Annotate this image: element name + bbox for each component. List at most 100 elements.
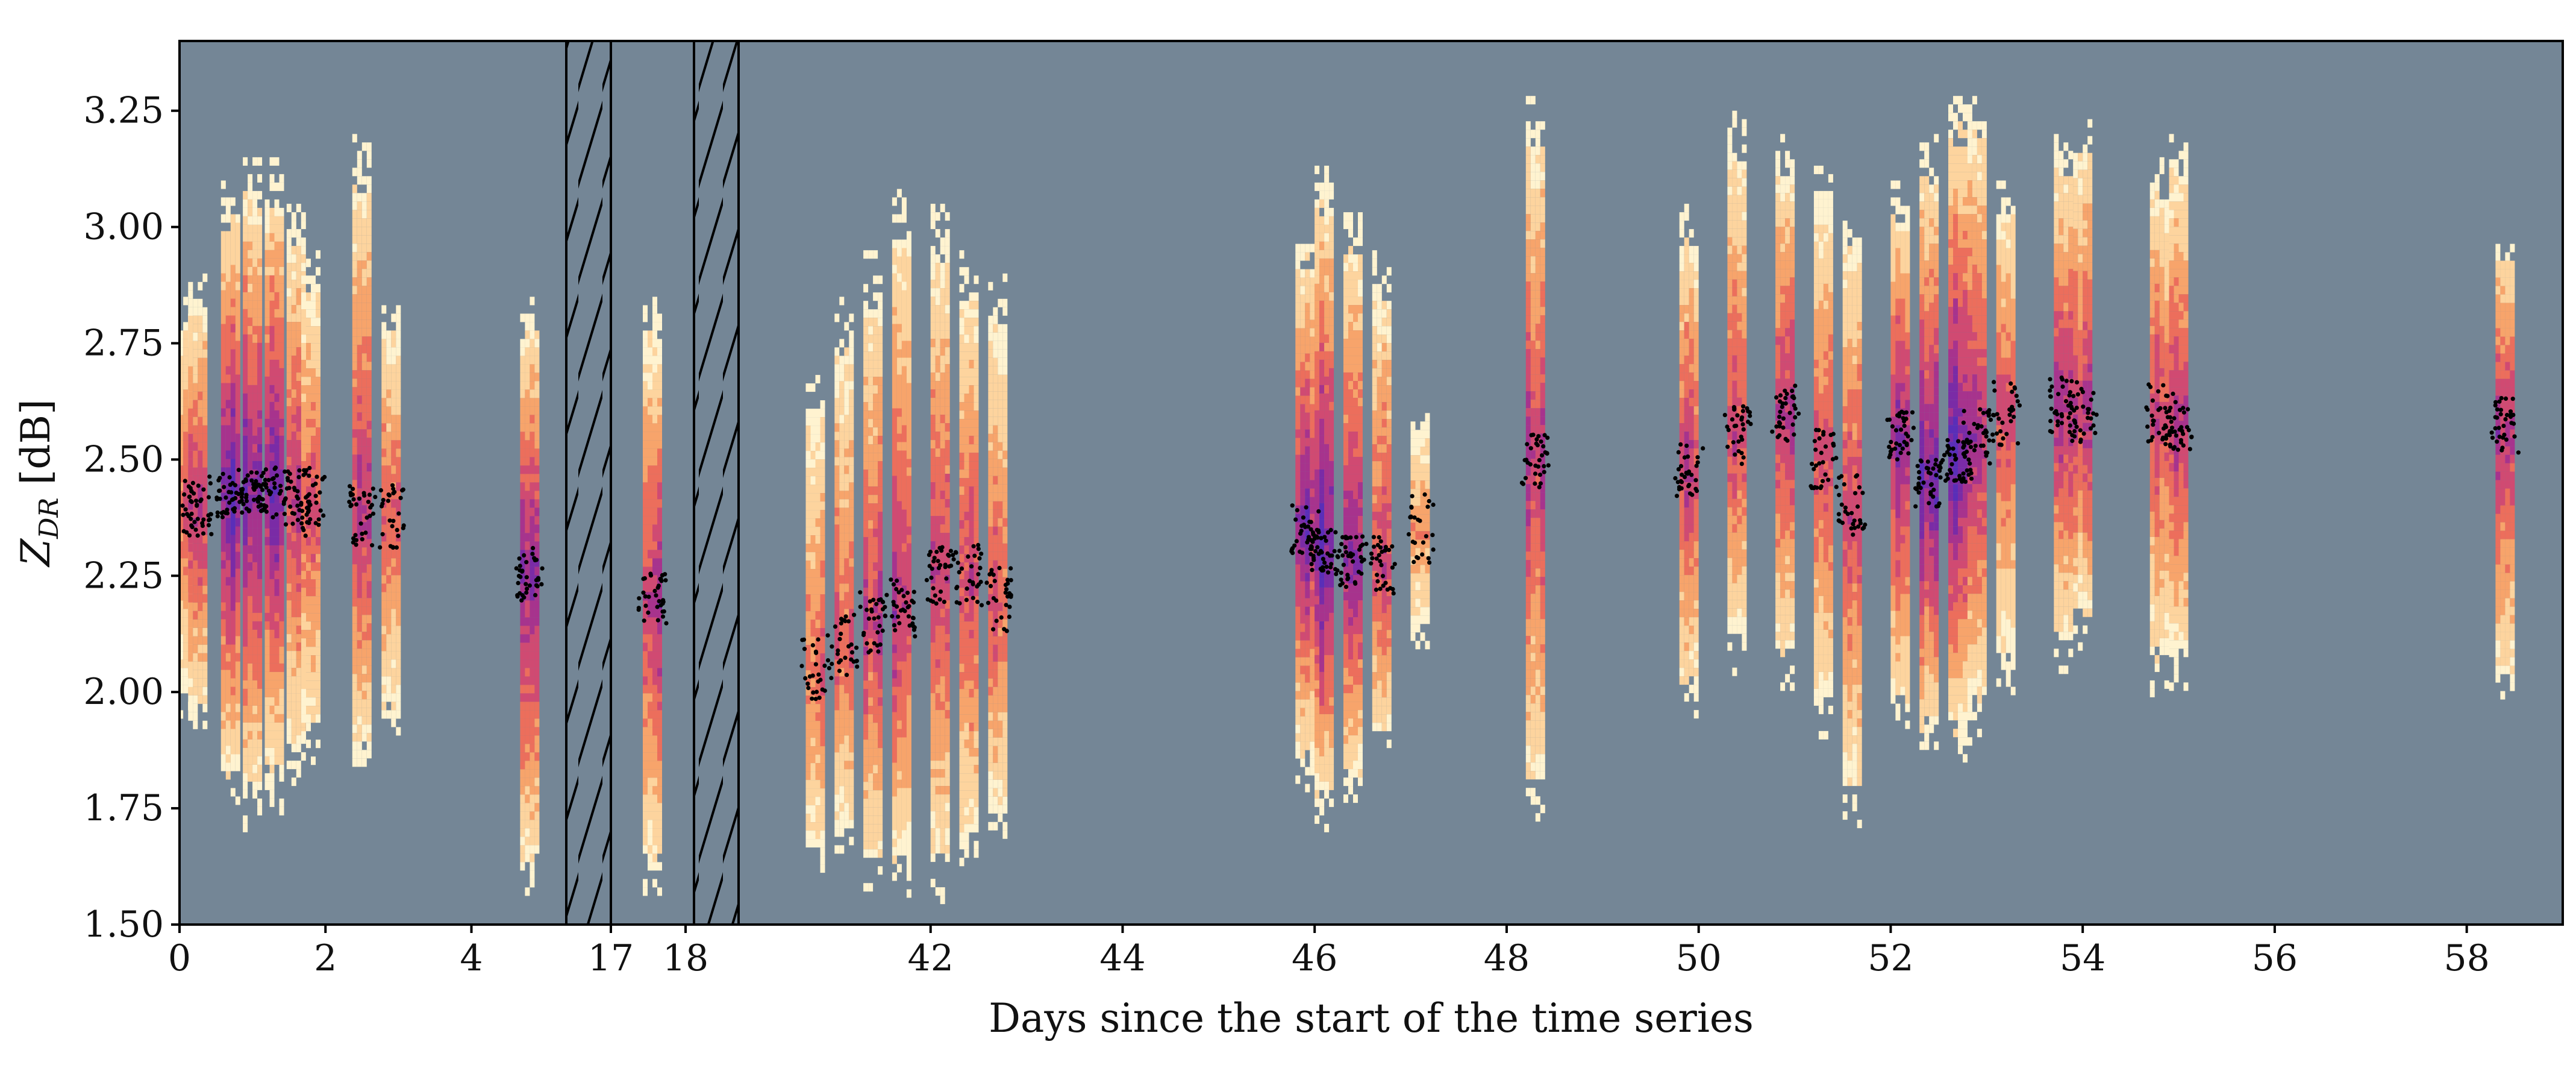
heatmap-cell: [357, 632, 362, 641]
heatmap-cell: [183, 575, 189, 584]
heatmap-cell: [974, 723, 979, 732]
heatmap-cell: [1300, 758, 1305, 767]
heatmap-cell: [396, 693, 401, 702]
heatmap-cell: [940, 575, 945, 584]
heatmap-cell: [301, 588, 306, 597]
heatmap-cell: [993, 661, 998, 670]
heatmap-cell: [396, 626, 401, 635]
heatmap-cell: [805, 434, 811, 443]
heatmap-cell: [657, 389, 662, 398]
heatmap-cell: [1315, 629, 1320, 638]
heatmap-cell: [935, 440, 940, 449]
heatmap-cell: [988, 627, 993, 636]
heatmap-cell: [291, 347, 296, 356]
heatmap-cell: [839, 516, 845, 525]
heatmap-cell: [998, 391, 1003, 400]
heatmap-cell: [969, 326, 974, 335]
heatmap-cell: [235, 239, 240, 248]
heatmap-cell: [269, 646, 275, 655]
heatmap-cell: [257, 621, 263, 630]
heatmap-cell: [525, 702, 530, 711]
heatmap-cell: [296, 229, 301, 238]
heatmap-cell: [901, 298, 907, 307]
heatmap-cell: [252, 553, 258, 562]
heatmap-cell: [301, 436, 306, 445]
heatmap-cell: [264, 688, 270, 697]
heatmap-cell: [235, 433, 240, 442]
heatmap-cell: [279, 595, 284, 605]
heatmap-cell: [959, 740, 964, 749]
heatmap-cell: [198, 332, 203, 341]
heatmap-cell: [1295, 581, 1301, 590]
heatmap-cell: [901, 425, 907, 434]
heatmap-cell: [291, 372, 296, 382]
heatmap-cell: [230, 788, 236, 797]
heatmap-cell: [252, 545, 258, 554]
heatmap-cell: [935, 432, 940, 441]
heatmap-cell: [959, 520, 964, 529]
heatmap-cell: [279, 410, 284, 419]
heatmap-cell: [525, 398, 530, 407]
heatmap-cell: [805, 409, 811, 418]
heatmap-cell: [901, 703, 907, 712]
heatmap-cell: [643, 313, 648, 322]
heatmap-cell: [296, 204, 301, 213]
heatmap-cell: [248, 486, 253, 495]
heatmap-cell: [844, 423, 849, 432]
heatmap-cell: [180, 465, 184, 474]
heatmap-cell: [386, 575, 392, 584]
heatmap-cell: [311, 621, 316, 630]
heatmap-cell: [945, 769, 950, 778]
heatmap-cell: [805, 780, 811, 789]
heatmap-cell: [1315, 351, 1320, 360]
heatmap-cell: [316, 630, 320, 639]
heatmap-cell: [279, 427, 284, 436]
heatmap-cell: [235, 450, 240, 459]
heatmap-cell: [301, 254, 306, 263]
heatmap-cell: [357, 505, 362, 514]
heatmap-cell: [863, 284, 869, 293]
heatmap-cell: [969, 731, 974, 740]
heatmap-cell: [520, 837, 525, 846]
heatmap-cell: [306, 545, 311, 554]
heatmap-cell: [892, 332, 897, 341]
heatmap-cell: [810, 586, 816, 595]
heatmap-cell: [974, 655, 979, 664]
heatmap-cell: [291, 313, 296, 322]
heatmap-cell: [286, 229, 292, 238]
heatmap-cell: [291, 575, 296, 584]
heatmap-cell: [357, 716, 362, 725]
heatmap-cell: [868, 680, 874, 689]
heatmap-cell: [1295, 514, 1301, 523]
heatmap-cell: [269, 621, 275, 630]
heatmap-cell: [839, 406, 845, 415]
heatmap-cell: [188, 281, 193, 291]
heatmap-cell: [361, 547, 367, 556]
heatmap-cell: [878, 773, 883, 782]
heatmap-cell: [525, 499, 530, 508]
heatmap-cell: [180, 592, 184, 601]
heatmap-cell: [930, 381, 936, 390]
heatmap-cell: [1002, 661, 1008, 670]
heatmap-cell: [878, 444, 883, 453]
heatmap-cell: [1324, 258, 1330, 267]
heatmap-cell: [1295, 311, 1301, 320]
heatmap-cell: [534, 398, 540, 407]
heatmap-cell: [291, 229, 296, 238]
heatmap-cell: [1002, 492, 1008, 501]
heatmap-cell: [188, 324, 193, 333]
heatmap-cell: [352, 260, 357, 269]
heatmap-cell: [386, 507, 392, 517]
heatmap-cell: [896, 695, 902, 704]
heatmap-cell: [878, 740, 883, 749]
heatmap-cell: [878, 849, 883, 858]
heatmap-cell: [643, 372, 648, 382]
heatmap-cell: [235, 492, 240, 501]
heatmap-cell: [993, 307, 998, 316]
heatmap-cell: [863, 250, 869, 259]
heatmap-cell: [906, 855, 911, 864]
heatmap-cell: [834, 356, 840, 365]
heatmap-cell: [316, 689, 320, 698]
heatmap-cell: [935, 685, 940, 694]
heatmap-cell: [1315, 216, 1320, 225]
